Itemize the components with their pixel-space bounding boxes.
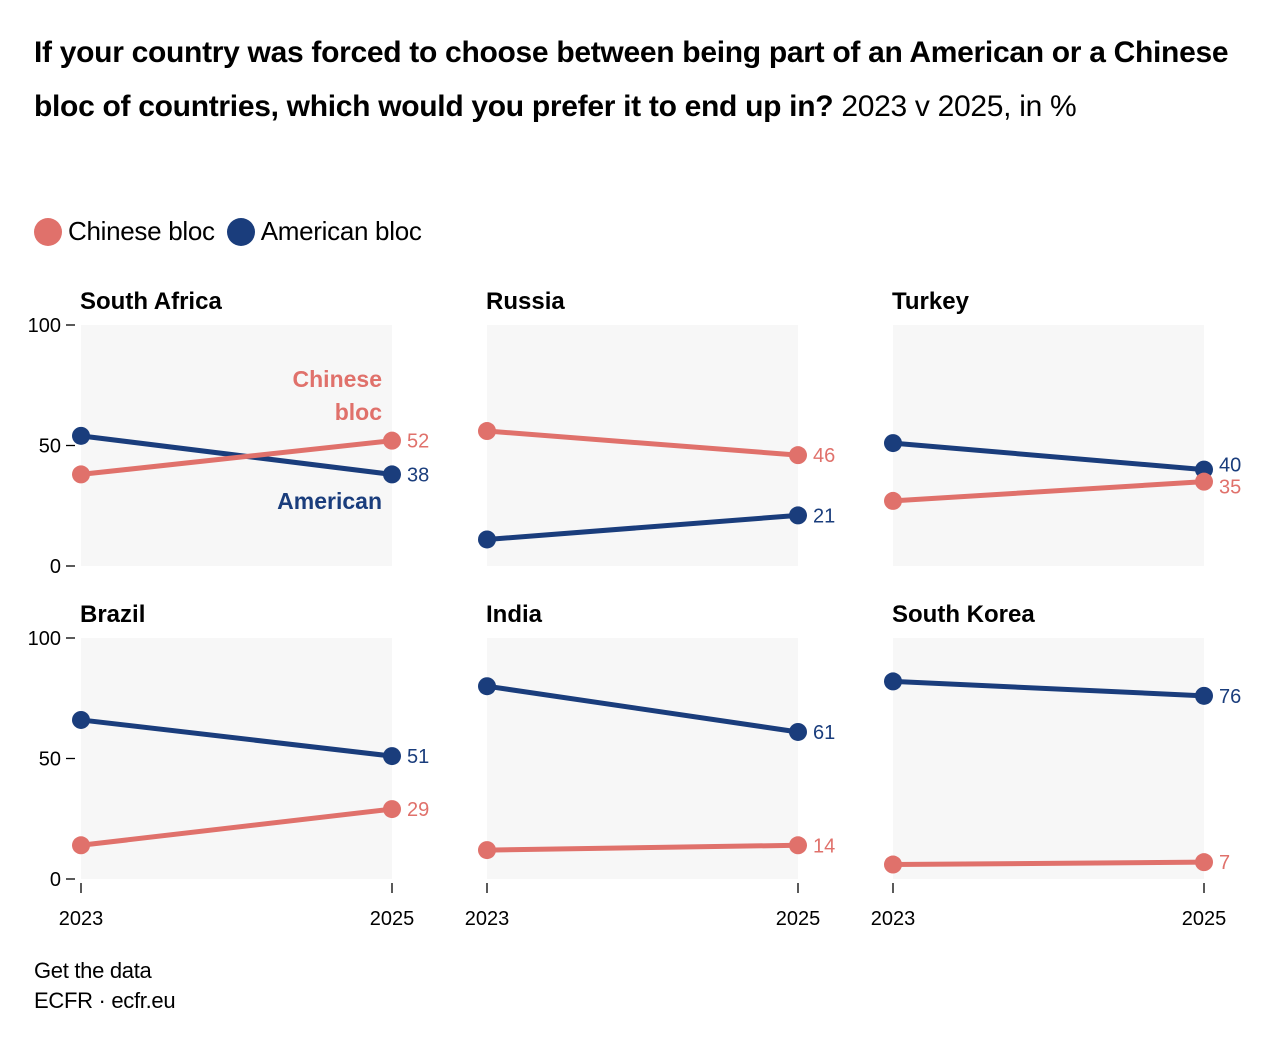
series-line-american-india: [484, 683, 801, 735]
data-point-american-2023-india: [478, 677, 496, 696]
data-point-american-2025-india: [789, 722, 807, 741]
x-tick-label: 2023: [871, 908, 916, 930]
value-label-american-2025-russia: 21: [813, 505, 835, 527]
value-label-chinese-2025-south-korea: 7: [1219, 852, 1230, 874]
value-label-chinese-2025-india: 14: [813, 835, 835, 857]
data-point-chinese-2025-brazil: [383, 800, 401, 819]
y-tick-label: 0: [50, 556, 61, 578]
data-point-american-2023-south-korea: [884, 672, 902, 691]
series-line-chinese-brazil: [78, 806, 395, 848]
data-point-chinese-2025-turkey: [1195, 472, 1213, 491]
x-tick-label: 2025: [776, 908, 821, 930]
data-point-american-2023-russia: [478, 530, 496, 549]
value-label-american-2025-south-korea: 76: [1219, 686, 1241, 708]
data-point-american-2025-south-korea: [1195, 686, 1213, 705]
legend-item-american: American bloc: [226, 216, 422, 247]
y-tick-label: 100: [28, 315, 61, 337]
data-point-chinese-2023-south-korea: [884, 855, 902, 874]
value-label-american-2025-india: 61: [813, 722, 835, 744]
series-line-chinese-south-korea: [890, 859, 1207, 868]
panel-title-india: India: [486, 601, 543, 628]
series-line-chinese-turkey: [890, 479, 1207, 504]
value-label-chinese-2025-south-africa: 52: [407, 431, 429, 453]
panel-title-russia: Russia: [486, 288, 565, 315]
legend-label-chinese: Chinese bloc: [68, 216, 215, 246]
series-line-american-brazil: [78, 717, 395, 759]
chart-subtitle: 2023 v 2025, in %: [841, 90, 1077, 123]
get-the-data-link[interactable]: Get the data: [34, 958, 152, 983]
series-line-chinese-south-africa: [78, 438, 395, 477]
x-tick-label: 2023: [59, 908, 104, 930]
data-point-chinese-2023-brazil: [72, 836, 90, 855]
x-tick-label: 2025: [1182, 908, 1227, 930]
series-line-american-south-korea: [890, 678, 1207, 699]
footer: Get the data ECFR · ecfr.eu: [34, 956, 176, 1016]
chart-title-question: If your country was forced to choose bet…: [34, 36, 1229, 123]
legend-item-chinese: Chinese bloc: [34, 216, 215, 247]
inline-label-chinese-bloc: bloc: [335, 399, 382, 425]
inline-label-chinese-bloc: Chinese: [293, 366, 382, 392]
series-line-chinese-india: [484, 842, 801, 853]
data-point-american-2025-brazil: [383, 747, 401, 766]
x-tick-label: 2025: [370, 908, 415, 930]
y-tick-label: 50: [39, 749, 61, 771]
series-line-american-turkey: [890, 440, 1207, 473]
value-label-american-2025-south-africa: 38: [407, 464, 429, 486]
panel-title-turkey: Turkey: [892, 288, 970, 315]
series-line-chinese-russia: [484, 428, 801, 458]
value-label-chinese-2025-russia: 46: [813, 445, 835, 467]
data-point-chinese-2025-south-africa: [383, 431, 401, 450]
legend-swatch-chinese: [34, 217, 62, 246]
panel-title-south-korea: South Korea: [892, 601, 1035, 628]
chart-title: If your country was forced to choose bet…: [34, 26, 1254, 134]
panel-title-south-africa: South Africa: [80, 288, 222, 315]
y-tick-label: 0: [50, 869, 61, 891]
data-point-chinese-2023-russia: [478, 422, 496, 441]
y-tick-label: 100: [28, 628, 61, 650]
y-tick-label: 50: [39, 436, 61, 458]
data-point-american-2025-south-africa: [383, 465, 401, 484]
data-point-chinese-2025-russia: [789, 446, 807, 465]
series-line-american-russia: [484, 512, 801, 542]
data-point-chinese-2023-south-africa: [72, 465, 90, 484]
plot-background-brazil: [81, 638, 392, 879]
legend-swatch-american: [226, 217, 255, 246]
value-label-chinese-2025-turkey: 35: [1219, 477, 1241, 499]
data-point-chinese-2023-turkey: [884, 491, 902, 510]
data-point-american-2023-turkey: [884, 434, 902, 453]
data-point-american-2023-brazil: [72, 710, 90, 729]
legend-label-american: American bloc: [260, 216, 422, 246]
value-label-american-2025-brazil: 51: [407, 746, 429, 768]
data-point-chinese-2025-india: [789, 836, 807, 855]
data-point-chinese-2023-india: [478, 841, 496, 860]
data-point-american-2025-russia: [789, 506, 807, 525]
inline-label-american: American: [277, 488, 382, 514]
data-point-american-2023-south-africa: [72, 426, 90, 445]
x-tick-label: 2023: [465, 908, 510, 930]
value-label-chinese-2025-brazil: 29: [407, 799, 429, 821]
legend: Chinese bloc American bloc: [34, 216, 434, 247]
value-label-american-2025-turkey: 40: [1219, 455, 1241, 477]
source-credit: ECFR · ecfr.eu: [34, 988, 176, 1013]
data-point-chinese-2025-south-korea: [1195, 853, 1213, 872]
plot-background-india: [487, 638, 798, 879]
plot-background-south-korea: [893, 638, 1204, 879]
panel-title-brazil: Brazil: [80, 601, 145, 628]
